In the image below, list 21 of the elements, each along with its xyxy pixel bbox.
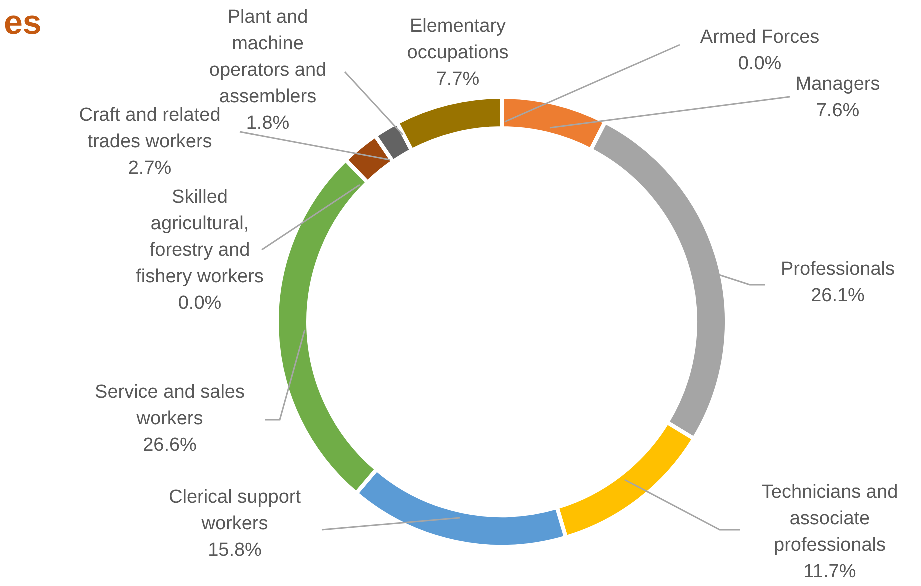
data-label: 7.6% (816, 100, 860, 122)
data-label: 26.1% (811, 286, 866, 307)
category-label: Skilled agricultural, forestry and fishery workers (136, 187, 264, 288)
slice-label: Professionals (780, 259, 896, 280)
slice-label: Plant and machine operators and assemblers (209, 7, 327, 108)
slice-label: Technicians and associate professionals (762, 482, 898, 556)
slice-label: Clerical support workers (169, 487, 302, 535)
chart-title: es (4, 4, 42, 43)
data-label: 26.6% (143, 435, 198, 456)
text: 0.0% (178, 293, 222, 314)
data-label: 11.7% (804, 562, 856, 583)
slice-label: Service and sales workers (95, 382, 245, 430)
category-label: Armed Forces (700, 27, 820, 48)
slice-label: Managers (796, 74, 880, 96)
data-label: 2.7% (128, 158, 172, 180)
slice-label: Elementary occupations (407, 16, 509, 64)
data-label: 1.8% (246, 113, 290, 134)
text: 0.0% (738, 54, 782, 75)
slice-label: Craft and related trades workers (79, 105, 221, 153)
data-label: 7.7% (436, 69, 480, 90)
data-label: 15.8% (208, 540, 262, 562)
